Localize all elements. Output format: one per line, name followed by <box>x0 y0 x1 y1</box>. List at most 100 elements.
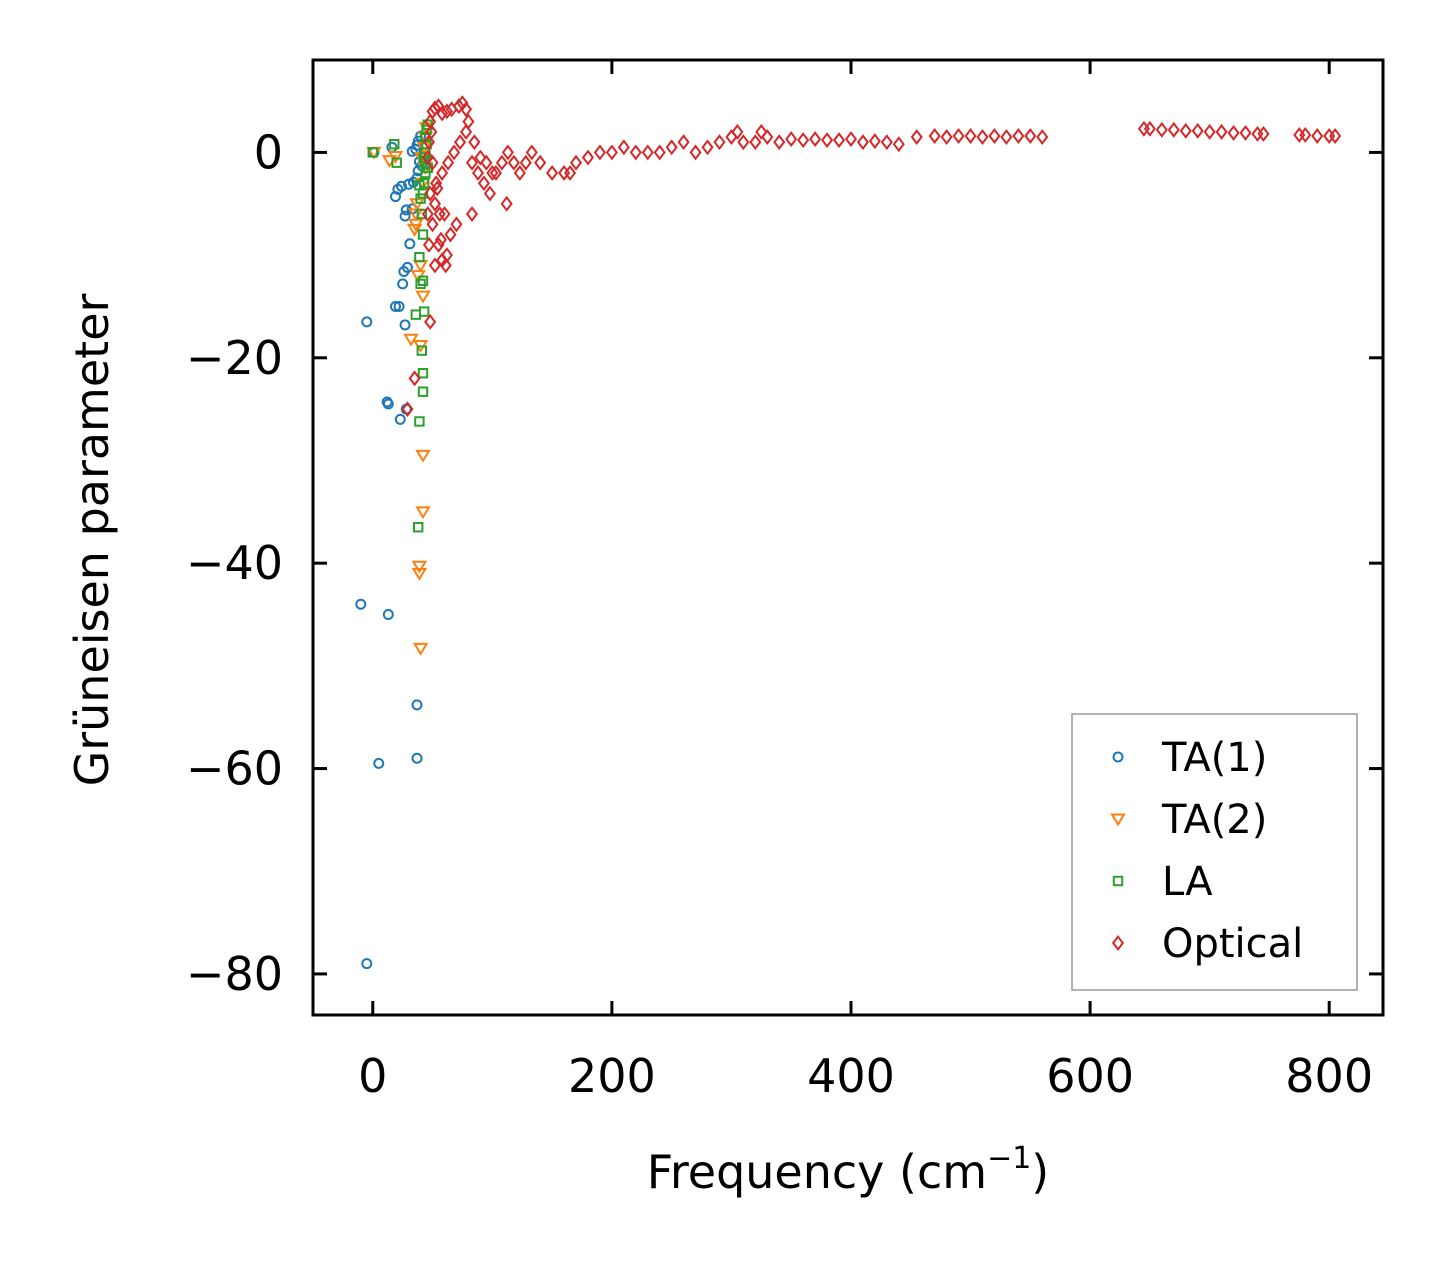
data-point <box>1179 122 1192 139</box>
data-point <box>617 139 630 156</box>
data-point <box>411 567 428 581</box>
data-point <box>1012 128 1025 144</box>
data-point <box>428 100 442 117</box>
y-tick-label: −20 <box>186 331 283 385</box>
data-point <box>389 191 401 203</box>
data-point <box>701 139 714 156</box>
data-point <box>438 206 451 222</box>
data-point <box>988 128 1001 144</box>
data-point <box>382 609 394 621</box>
data-point <box>397 278 409 290</box>
data-point <box>389 300 401 312</box>
data-point <box>486 165 499 181</box>
data-point <box>433 206 446 222</box>
data-point <box>713 134 726 151</box>
data-point <box>415 193 426 204</box>
legend-entry: TA(2) <box>1110 797 1267 843</box>
y-tick-label: −60 <box>186 742 283 796</box>
data-point <box>413 522 424 533</box>
data-point <box>976 129 989 145</box>
data-point <box>414 416 425 427</box>
data-point <box>422 134 436 151</box>
data-point <box>689 144 702 161</box>
series-la <box>367 119 433 533</box>
data-point <box>415 449 431 463</box>
data-point <box>519 154 532 171</box>
data-point <box>546 165 559 181</box>
legend-marker <box>1111 935 1125 951</box>
data-point <box>393 300 405 312</box>
data-point <box>593 144 606 161</box>
data-point <box>563 165 577 181</box>
data-point <box>500 195 513 212</box>
data-point <box>477 175 491 192</box>
data-point <box>605 144 618 161</box>
data-point <box>414 251 425 263</box>
data-point <box>439 257 452 274</box>
data-point <box>1203 123 1216 140</box>
data-point <box>474 149 487 166</box>
data-point <box>394 413 406 425</box>
x-tick-label: 400 <box>807 1049 895 1103</box>
plot-frame <box>311 58 1385 1017</box>
data-point <box>785 131 798 148</box>
data-point <box>1299 127 1312 143</box>
legend-label: TA(2) <box>1161 797 1267 843</box>
data-point <box>410 309 422 320</box>
data-point <box>468 134 481 151</box>
data-point <box>856 134 870 151</box>
data-point <box>495 154 508 171</box>
x-axis-label: Frequency (cm−1) <box>647 1141 1050 1199</box>
data-point <box>415 506 431 520</box>
data-point <box>1191 122 1204 139</box>
data-point <box>459 101 473 118</box>
data-point <box>430 175 443 192</box>
data-point <box>761 129 774 145</box>
data-point <box>465 206 479 222</box>
data-point <box>395 180 407 192</box>
data-point <box>389 139 400 150</box>
data-point <box>408 208 424 222</box>
data-point <box>489 165 502 181</box>
data-point <box>367 147 378 158</box>
y-axis-label: Grüneisen parameter <box>65 293 119 786</box>
data-point <box>480 154 493 171</box>
data-point <box>422 236 436 253</box>
data-point <box>401 401 414 418</box>
data-point <box>391 157 402 168</box>
data-point <box>442 154 455 171</box>
data-point <box>665 139 678 156</box>
data-point <box>809 131 822 148</box>
data-point <box>417 229 429 240</box>
data-point <box>426 154 439 171</box>
data-point <box>868 133 881 150</box>
data-point <box>1311 128 1324 144</box>
data-point <box>411 699 423 711</box>
data-point <box>453 134 467 151</box>
data-point <box>459 123 473 140</box>
data-point <box>910 129 923 145</box>
data-point <box>1024 128 1037 144</box>
data-point <box>417 275 429 286</box>
data-point <box>1036 129 1049 145</box>
data-point <box>1227 124 1240 141</box>
data-point <box>431 180 444 197</box>
data-point <box>581 149 595 166</box>
data-point <box>425 123 438 140</box>
data-point <box>844 131 858 148</box>
legend-marker <box>1112 751 1124 763</box>
data-point <box>749 134 762 151</box>
y-tick-label: −40 <box>186 536 283 590</box>
legend-entry: LA <box>1112 859 1213 905</box>
data-point <box>418 152 430 163</box>
x-tick-label: 0 <box>358 1049 387 1103</box>
data-point <box>401 261 413 273</box>
legend-marker <box>1110 813 1126 827</box>
data-marks <box>355 95 1342 970</box>
series-ta-1- <box>355 130 429 970</box>
data-point <box>928 128 941 144</box>
data-point <box>415 278 426 290</box>
data-point <box>629 144 642 161</box>
data-point <box>880 134 893 151</box>
